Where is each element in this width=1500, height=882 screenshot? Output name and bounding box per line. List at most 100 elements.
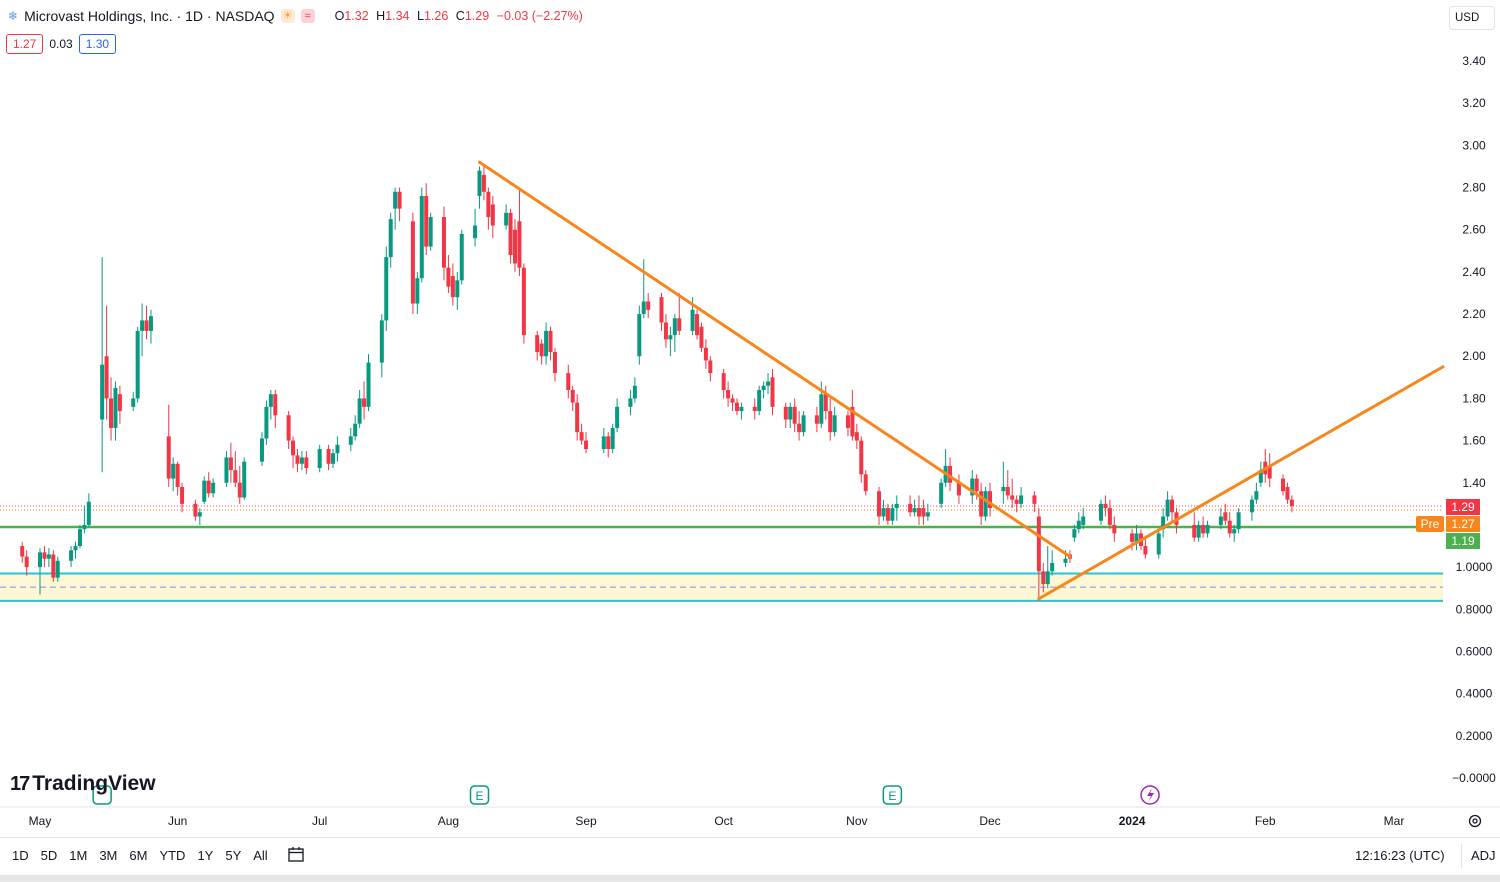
candle-body-10[interactable] [82, 524, 87, 530]
candle-body-8[interactable] [73, 546, 78, 551]
candle-body-116[interactable] [766, 381, 771, 386]
sun-icon[interactable]: ☀ [280, 9, 295, 23]
candle-body-145[interactable] [948, 465, 953, 483]
candle-body-167[interactable] [1099, 503, 1104, 521]
candle-body-12[interactable] [100, 364, 105, 420]
candle-body-0[interactable] [20, 546, 25, 557]
candle-body-16[interactable] [117, 394, 122, 412]
range-5d[interactable]: 5D [40, 848, 58, 863]
candle-body-56[interactable] [388, 219, 393, 258]
candle-body-65[interactable] [446, 267, 451, 287]
candle-body-45[interactable] [317, 449, 322, 469]
earnings-marker-1[interactable] [882, 785, 903, 805]
trendline-0[interactable] [477, 160, 1072, 559]
candle-body-86[interactable] [575, 402, 580, 433]
candle-body-133[interactable] [877, 491, 882, 517]
candle-body-158[interactable] [1036, 516, 1041, 572]
candle-body-141[interactable] [921, 508, 926, 517]
candle-body-91[interactable] [610, 427, 615, 450]
candle-body-6[interactable] [55, 560, 60, 578]
candle-body-177[interactable] [1165, 499, 1170, 517]
candle-body-2[interactable] [38, 552, 42, 568]
clock-readout[interactable]: 12:16:23 (UTC) [1355, 848, 1445, 863]
range-1m[interactable]: 1M [69, 848, 88, 863]
candle-body-113[interactable] [752, 406, 757, 412]
candle-body-77[interactable] [517, 221, 522, 268]
candle-body-33[interactable] [233, 470, 238, 483]
candle-body-153[interactable] [1005, 486, 1010, 496]
candle-body-92[interactable] [615, 406, 620, 428]
candle-body-170[interactable] [1112, 524, 1117, 534]
candle-body-46[interactable] [326, 449, 331, 464]
candle-body-139[interactable] [912, 508, 917, 513]
candle-body-96[interactable] [641, 301, 646, 315]
candle-body-107[interactable] [708, 360, 713, 374]
candle-body-142[interactable] [925, 512, 930, 517]
candle-body-98[interactable] [659, 297, 664, 323]
candle-body-137[interactable] [894, 503, 899, 509]
candle-body-15[interactable] [113, 387, 118, 428]
candle-body-19[interactable] [140, 320, 145, 331]
candle-body-59[interactable] [410, 221, 415, 304]
candle-body-154[interactable] [1010, 495, 1015, 500]
candle-body-146[interactable] [956, 482, 961, 496]
candle-body-130[interactable] [854, 432, 859, 441]
symbol-title[interactable]: Microvast Holdings, Inc. · 1D · NASDAQ [24, 8, 275, 24]
candle-body-35[interactable] [242, 461, 247, 498]
candle-body-81[interactable] [544, 330, 549, 357]
candle-body-14[interactable] [109, 398, 114, 428]
candle-body-64[interactable] [441, 217, 446, 268]
candle-body-166[interactable] [1081, 516, 1086, 525]
candle-body-157[interactable] [1032, 495, 1037, 504]
candle-body-1[interactable] [24, 556, 29, 568]
candle-body-151[interactable] [988, 491, 993, 509]
candle-body-118[interactable] [783, 406, 788, 420]
candle-body-90[interactable] [606, 436, 611, 450]
candle-body-78[interactable] [521, 267, 526, 336]
candle-body-136[interactable] [890, 508, 895, 521]
candle-body-180[interactable] [1192, 524, 1197, 538]
candle-body-131[interactable] [859, 440, 864, 475]
earnings-marker-partial[interactable] [92, 785, 112, 805]
candle-body-111[interactable] [734, 402, 739, 412]
candle-body-148[interactable] [974, 478, 979, 492]
candle-body-94[interactable] [632, 385, 637, 399]
candle-body-182[interactable] [1201, 524, 1206, 534]
candle-body-127[interactable] [832, 415, 837, 433]
candle-body-41[interactable] [291, 440, 296, 456]
candle-body-47[interactable] [330, 453, 335, 464]
candle-body-165[interactable] [1076, 520, 1081, 530]
currency-button[interactable]: USD [1449, 6, 1495, 30]
candle-body-75[interactable] [508, 212, 513, 256]
candle-body-66[interactable] [450, 276, 455, 298]
candle-body-5[interactable] [51, 554, 56, 578]
candle-body-61[interactable] [419, 195, 424, 279]
candle-body-88[interactable] [584, 440, 589, 450]
candle-body-103[interactable] [690, 309, 695, 331]
candle-body-169[interactable] [1107, 508, 1112, 525]
candle-body-121[interactable] [797, 423, 802, 433]
candle-body-190[interactable] [1254, 491, 1259, 500]
candle-body-129[interactable] [850, 406, 855, 437]
candle-body-156[interactable] [1019, 495, 1024, 504]
candle-body-147[interactable] [970, 478, 975, 496]
candle-body-195[interactable] [1285, 486, 1290, 500]
earnings-marker-0[interactable] [469, 785, 490, 805]
candle-body-114[interactable] [757, 389, 762, 412]
candle-body-149[interactable] [979, 491, 984, 517]
candle-body-34[interactable] [237, 482, 242, 498]
candle-body-69[interactable] [473, 225, 478, 239]
candle-body-100[interactable] [668, 335, 673, 340]
candle-body-175[interactable] [1156, 533, 1161, 555]
candle-body-25[interactable] [180, 486, 185, 504]
candle-body-140[interactable] [916, 508, 921, 517]
bid-pill[interactable]: 1.27 [6, 34, 44, 54]
ask-pill[interactable]: 1.30 [78, 34, 117, 54]
candle-body-89[interactable] [601, 436, 606, 450]
waves-icon[interactable]: ≈ [300, 9, 315, 23]
candle-body-124[interactable] [819, 394, 824, 424]
candle-body-7[interactable] [69, 550, 74, 561]
candle-body-71[interactable] [481, 174, 486, 192]
candle-body-152[interactable] [1001, 486, 1006, 492]
candle-body-102[interactable] [677, 318, 682, 331]
